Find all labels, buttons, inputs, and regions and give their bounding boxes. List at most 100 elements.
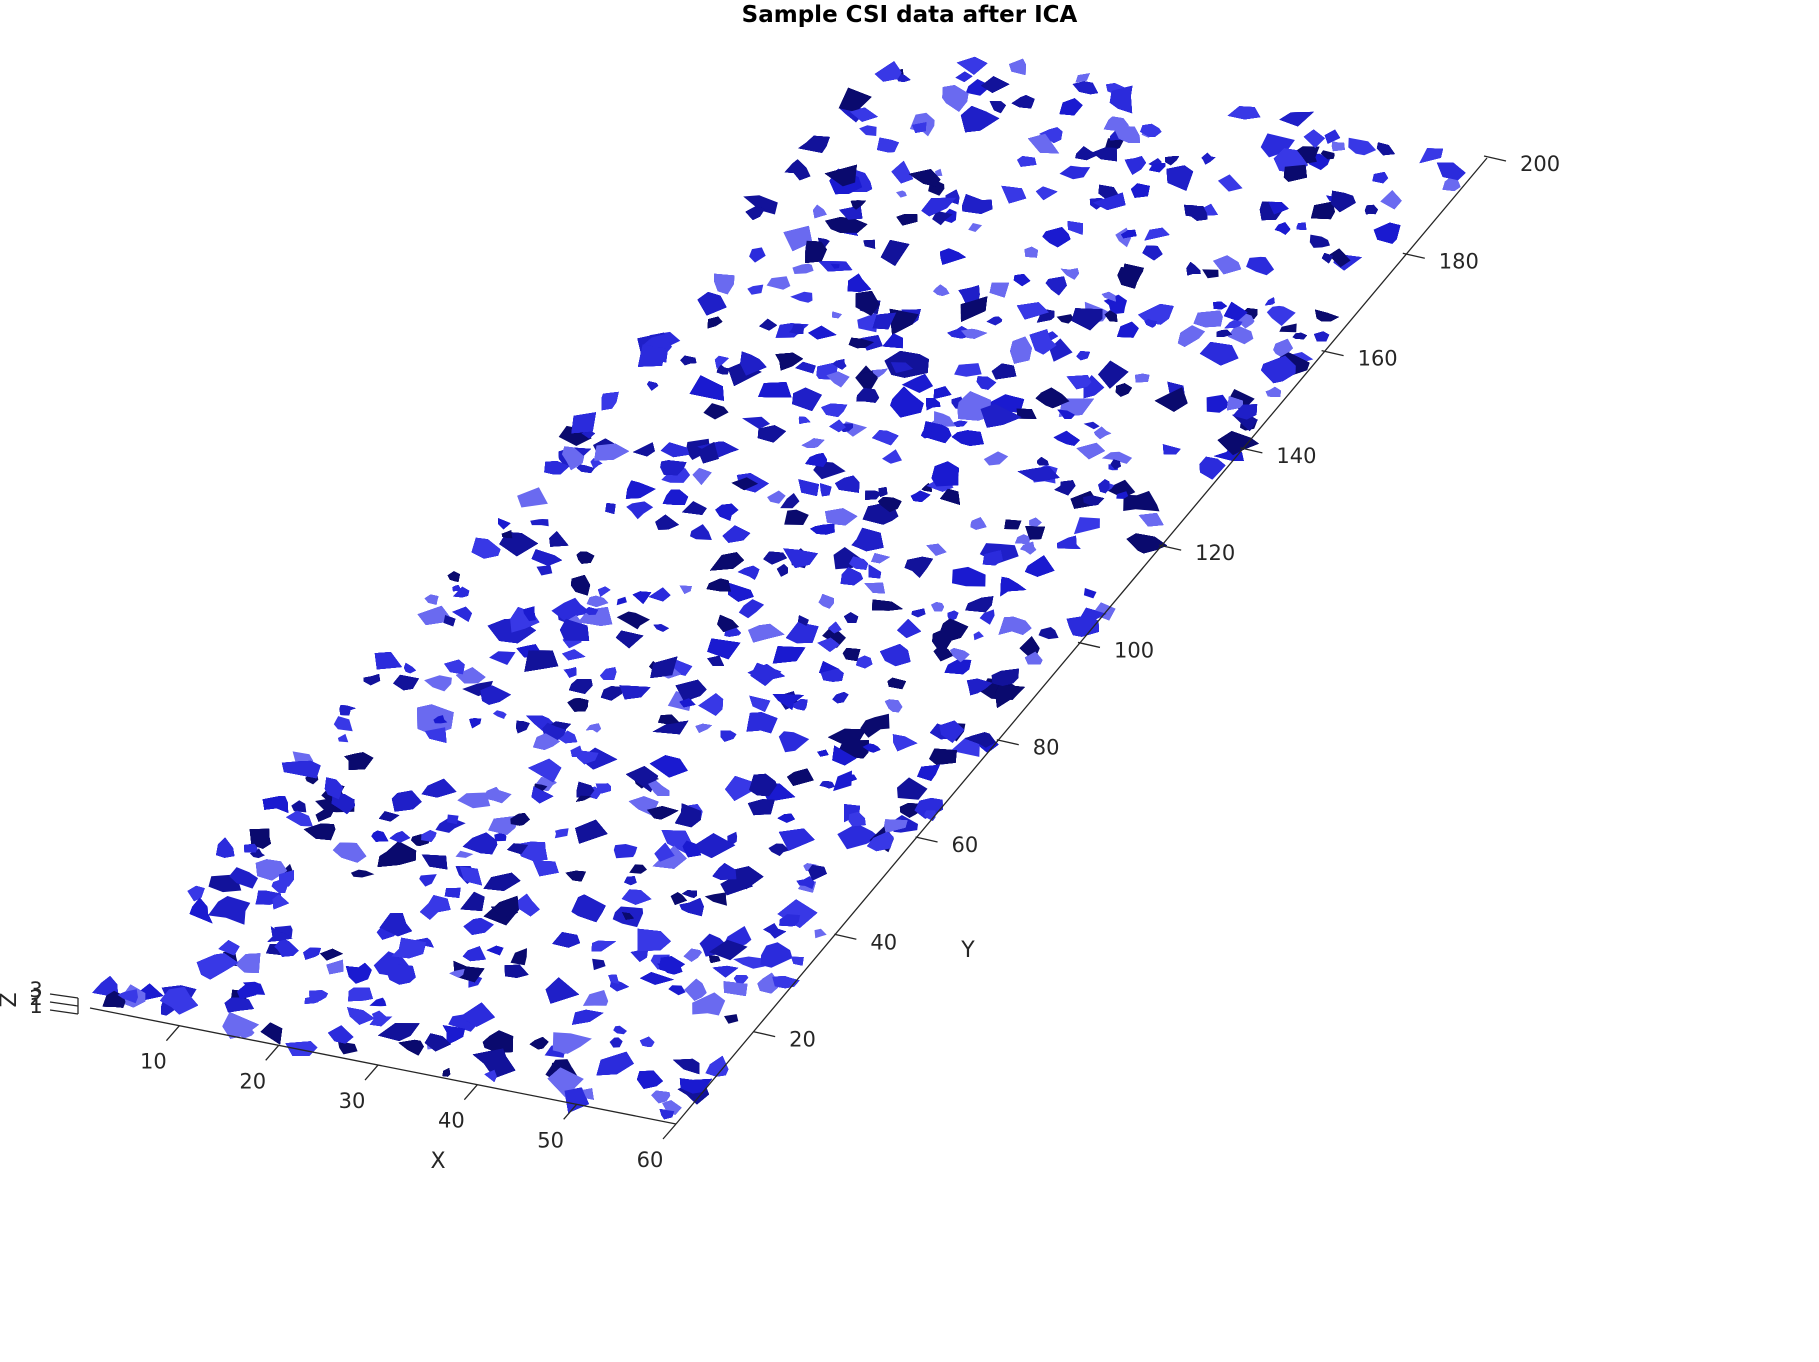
y-tick-label: 120 (1195, 541, 1235, 565)
surface-patch (419, 895, 451, 920)
surface-patch (821, 403, 848, 417)
surface-patch (921, 428, 938, 439)
surface-patch (513, 893, 540, 917)
surface-patch (749, 695, 771, 712)
surface-patch (1213, 301, 1227, 310)
surface-patch (995, 684, 1025, 708)
surface-patch (1144, 227, 1170, 241)
surface-patch (716, 364, 730, 375)
surface-patch (632, 591, 652, 604)
surface-patch (956, 56, 988, 75)
surface-patch (571, 412, 596, 434)
surface-patch (1135, 373, 1150, 383)
surface-patch (882, 449, 902, 464)
surface-patch (1029, 329, 1057, 355)
surface-patch (564, 1087, 589, 1113)
surface-patch (449, 968, 465, 978)
surface-patch (748, 623, 785, 643)
surface-patch (504, 964, 529, 978)
surface-patch (419, 874, 437, 887)
surface-patch (554, 828, 569, 839)
surface-patch (651, 1090, 671, 1104)
surface-patch (820, 668, 844, 682)
surface-patch (790, 291, 813, 303)
surface-patch (1054, 480, 1076, 496)
surface-patch (1098, 360, 1129, 389)
surface-patch (965, 79, 989, 96)
chart-title: Sample CSI data after ICA (741, 2, 1078, 28)
surface-patch (980, 403, 1022, 428)
surface-patch (777, 899, 818, 928)
surface-patch (498, 518, 511, 530)
surface-patch (662, 489, 689, 505)
surface-patch (1009, 58, 1026, 75)
surface-patch (872, 599, 903, 611)
surface-patch (922, 421, 952, 444)
surface-patch (917, 764, 940, 781)
surface-patch (924, 810, 936, 821)
isosurface (92, 56, 1466, 1120)
surface-patch (1015, 534, 1031, 545)
y-tick-label: 20 (789, 1028, 816, 1052)
surface-patch (777, 813, 795, 823)
surface-patch (281, 760, 321, 779)
surface-patch (1217, 431, 1259, 456)
surface-patch (528, 758, 562, 783)
surface-patch (970, 517, 987, 530)
surface-patch (684, 978, 707, 1001)
surface-patch (832, 745, 857, 766)
surface-patch (785, 622, 819, 644)
surface-patch (878, 487, 888, 497)
surface-patch (720, 730, 737, 742)
surface-patch (673, 1058, 700, 1075)
surface-patch (659, 1109, 675, 1120)
surface-patch (584, 607, 599, 615)
surface-patch (372, 1010, 388, 1025)
surface-patch (640, 972, 674, 985)
surface-patch (819, 781, 835, 789)
surface-patch (1037, 457, 1049, 466)
surface-patch (912, 122, 927, 133)
surface-patch (1193, 310, 1223, 328)
surface-patch (552, 932, 580, 948)
surface-patch (832, 359, 847, 370)
surface-patch (229, 867, 258, 889)
surface-patch (1232, 414, 1258, 432)
surface-patch (1177, 325, 1205, 347)
surface-patch (1101, 451, 1133, 464)
surface-patch (844, 612, 859, 623)
surface-patch (798, 479, 819, 496)
surface-patch (1376, 142, 1395, 156)
x-tick (265, 1044, 280, 1061)
surface-patch (391, 937, 427, 959)
surface-patch (1098, 479, 1110, 494)
surface-patch (1071, 308, 1103, 331)
surface-patch (940, 248, 966, 265)
surface-patch (492, 710, 507, 719)
surface-patch (660, 460, 687, 476)
surface-patch (655, 514, 679, 530)
axes: 10 20 30 40 50 60 X 20 40 60 80 100 120 140 160 180 200 Y… (0, 152, 1560, 1174)
surface-patch (222, 1012, 259, 1039)
surface-patch (567, 698, 589, 712)
surface-patch (989, 101, 1006, 114)
surface-patch (421, 830, 437, 842)
surface-patch (705, 1055, 729, 1077)
surface-patch (435, 817, 466, 833)
surface-patch (459, 1002, 495, 1027)
surface-patch (679, 585, 692, 594)
surface-patch (991, 363, 1017, 380)
surface-patch (674, 803, 702, 828)
surface-patch (379, 913, 413, 937)
surface-patch (531, 786, 554, 804)
surface-patch (1035, 186, 1058, 201)
surface-patch (901, 373, 934, 393)
surface-patch (675, 679, 707, 702)
y-tick (1240, 447, 1263, 454)
surface-patch (778, 828, 815, 851)
surface-patch (749, 247, 766, 263)
surface-patch (1165, 156, 1179, 166)
surface-patch (944, 659, 972, 675)
surface-patch (662, 1100, 682, 1115)
surface-patch (709, 955, 721, 963)
